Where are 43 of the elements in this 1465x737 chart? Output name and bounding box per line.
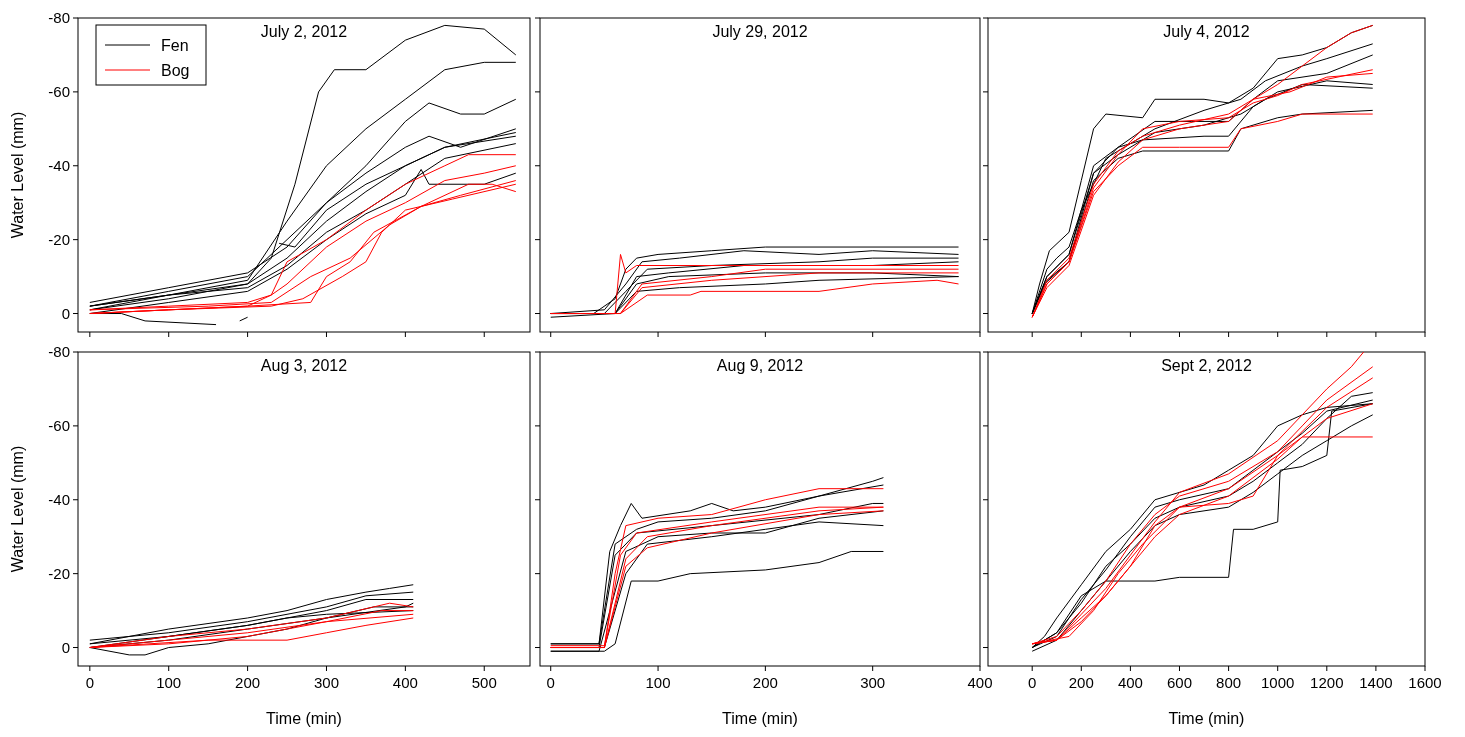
y-tick-label: -60 bbox=[48, 82, 70, 100]
y-axis-title: Water Level (mm) bbox=[9, 111, 26, 239]
x-tick-label: 200 bbox=[752, 674, 778, 691]
chart-title: July 2, 2012 bbox=[260, 23, 348, 40]
y-tick-label: 0 bbox=[61, 304, 70, 322]
x-tick-label: 200 bbox=[1068, 674, 1094, 691]
y-tick-label: -20 bbox=[48, 230, 70, 248]
x-tick-label: 200 bbox=[235, 674, 261, 691]
x-tick-label: 300 bbox=[313, 674, 339, 691]
x-tick-label: 0 bbox=[85, 674, 94, 691]
y-tick-label: 0 bbox=[61, 638, 70, 656]
y-tick-label: -80 bbox=[48, 9, 70, 26]
x-tick-label: 0 bbox=[546, 674, 555, 691]
chart-title: Sept 2, 2012 bbox=[1161, 357, 1252, 374]
x-tick-label: 800 bbox=[1216, 674, 1242, 691]
chart-title: July 4, 2012 bbox=[1163, 23, 1250, 40]
x-tick-label: 1600 bbox=[1408, 674, 1442, 691]
y-axis-title: Water Level (mm) bbox=[9, 445, 26, 573]
x-tick-label: 400 bbox=[1117, 674, 1143, 691]
x-tick-label: 1000 bbox=[1261, 674, 1295, 691]
y-tick-label: -40 bbox=[48, 156, 70, 174]
legend-label: Fen bbox=[161, 37, 189, 54]
y-tick-label: -60 bbox=[48, 416, 70, 434]
x-tick-label: 100 bbox=[156, 674, 182, 691]
y-tick-label: -20 bbox=[48, 564, 70, 582]
x-tick-label: 300 bbox=[860, 674, 886, 691]
chart-title: July 29, 2012 bbox=[712, 23, 808, 40]
x-axis-title: Time (min) bbox=[722, 710, 798, 727]
x-tick-label: 100 bbox=[645, 674, 671, 691]
legend-label: Bog bbox=[161, 62, 190, 79]
y-tick-label: -80 bbox=[48, 343, 70, 360]
y-tick-label: -40 bbox=[48, 490, 70, 508]
x-tick-label: 1400 bbox=[1359, 674, 1393, 691]
x-tick-label: 0 bbox=[1028, 674, 1037, 691]
x-tick-label: 500 bbox=[471, 674, 497, 691]
x-tick-label: 400 bbox=[967, 674, 993, 691]
chart-title: Aug 9, 2012 bbox=[716, 357, 804, 374]
x-tick-label: 600 bbox=[1166, 674, 1193, 691]
x-tick-label: 1200 bbox=[1310, 674, 1344, 691]
x-axis-title: Time (min) bbox=[1168, 710, 1245, 727]
chart-title: Aug 3, 2012 bbox=[260, 357, 348, 374]
x-tick-label: 400 bbox=[392, 674, 418, 691]
x-axis-title: Time (min) bbox=[266, 710, 342, 727]
